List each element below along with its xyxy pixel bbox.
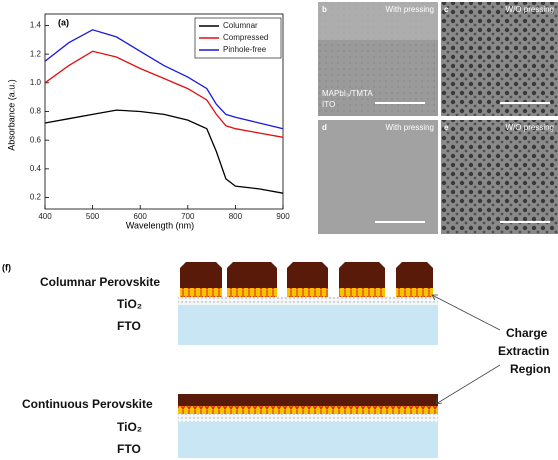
- charge-extraction-interface: [180, 288, 433, 297]
- sem-image: [441, 2, 558, 116]
- callout-arrows: [431, 294, 501, 405]
- device-diagram: (f) Columnar Perovskite TiO₂ FTO Continu…: [2, 262, 551, 458]
- y-tick-label: 1.0: [30, 78, 42, 87]
- y-tick-label: 0.2: [30, 193, 42, 202]
- x-tick-label: 500: [86, 212, 100, 221]
- series-line: [44, 109, 284, 194]
- sem-image: [441, 120, 558, 234]
- series-line: [44, 29, 284, 130]
- tio2-layer: [178, 414, 438, 422]
- x-tick-label: 400: [38, 212, 52, 221]
- panel-label: (f): [2, 262, 11, 272]
- x-tick-label: 900: [276, 212, 290, 221]
- layer-label: Columnar Perovskite: [40, 275, 160, 289]
- sem-image: [318, 120, 438, 234]
- legend-label: Compressed: [223, 33, 268, 42]
- x-tick-label: 600: [134, 212, 148, 221]
- x-tick-label: 800: [229, 212, 243, 221]
- legend-label: Pinhole-free: [223, 45, 267, 54]
- callout-text: Region: [510, 362, 551, 376]
- fto-layer: [178, 305, 438, 345]
- x-tick-label: 700: [181, 212, 195, 221]
- panel-caption: W/O pressing: [506, 5, 554, 14]
- layer-label: FTO: [117, 319, 141, 333]
- sem-cross-section: [318, 2, 438, 40]
- panel-letter: c: [444, 5, 449, 14]
- y-axis-label: Absorbance (a.u.): [6, 79, 16, 151]
- y-tick-label: 1.4: [30, 21, 42, 30]
- y-tick-label: 0.8: [30, 107, 42, 116]
- layer-label: MAPbI₃/TMTA: [322, 89, 373, 98]
- layer-label: TiO₂: [117, 420, 142, 434]
- panel-caption: With pressing: [386, 123, 434, 132]
- panel-caption: W/O pressing: [506, 123, 554, 132]
- panel-caption: With pressing: [386, 5, 434, 14]
- tio2-layer: [178, 297, 438, 305]
- x-axis-label: Wavelength (nm): [126, 220, 194, 230]
- callout-text: Charge: [506, 326, 548, 340]
- fto-layer: [178, 422, 438, 458]
- continuous-film: [178, 394, 438, 406]
- scale-bars: [375, 102, 550, 223]
- layer-label: Continuous Perovskite: [22, 397, 153, 411]
- panel-letter: e: [444, 123, 449, 132]
- columnar-grains: [180, 262, 433, 288]
- series-line: [44, 50, 284, 138]
- panel-letter: b: [322, 5, 327, 14]
- layer-label: FTO: [117, 442, 141, 456]
- layer-label: TiO₂: [117, 297, 142, 311]
- y-tick-label: 0.6: [30, 135, 42, 144]
- layer-label: ITO: [322, 100, 335, 109]
- legend-label: Columnar: [223, 21, 258, 30]
- y-tick-label: 0.4: [30, 164, 42, 173]
- sem-images: b With pressing MAPbI₃/TMTA ITO c W/O pr…: [318, 2, 558, 234]
- panel-letter: d: [322, 123, 327, 132]
- chart-panel: (a) Wavelength (nm) Absorbance (a.u.) 0.…: [6, 13, 290, 230]
- callout-text: Extractin: [498, 344, 549, 358]
- panel-label: (a): [58, 17, 69, 27]
- charge-extraction-interface: [178, 406, 438, 414]
- y-tick-label: 1.2: [30, 49, 42, 58]
